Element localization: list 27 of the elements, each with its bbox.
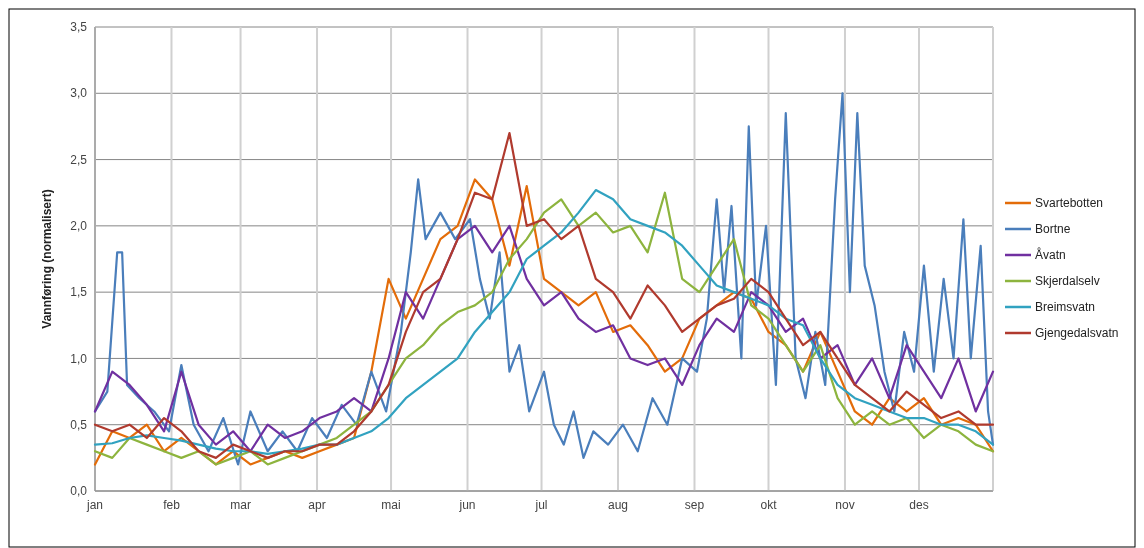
y-tick-label: 0,5 [70, 417, 88, 432]
x-tick-label: aug [608, 498, 629, 512]
legend-label: Breimsvatn [1035, 300, 1096, 315]
y-tick-label: 2,0 [70, 219, 88, 234]
x-tick-label: sep [684, 498, 705, 512]
x-tick-label: jun [458, 498, 476, 512]
legend-label: Bortne [1035, 222, 1071, 237]
x-tick-label: jul [534, 498, 548, 512]
legend-label: Gjengedalsvatn [1035, 326, 1119, 341]
x-tick-label: jan [85, 498, 104, 512]
y-axis-title: Vannføring (normalisert) [40, 189, 54, 329]
legend-label: Svartebotten [1035, 196, 1104, 211]
x-tick-label: des [909, 498, 929, 512]
y-tick-label: 1,0 [70, 351, 88, 366]
x-tick-label: mai [381, 498, 401, 512]
x-tick-label: mar [230, 498, 251, 512]
y-tick-label: 3,0 [70, 86, 88, 101]
y-tick-label: 0,0 [70, 484, 88, 499]
x-tick-label: feb [163, 498, 181, 512]
x-tick-label: okt [760, 498, 778, 512]
legend-label: Skjerdalselv [1035, 274, 1100, 289]
y-tick-label: 1,5 [70, 285, 88, 300]
x-tick-label: nov [835, 498, 855, 512]
y-tick-label: 2,5 [70, 152, 88, 167]
legend-label: Åvatn [1035, 247, 1066, 263]
y-tick-label: 3,5 [70, 20, 88, 35]
x-tick-label: apr [308, 498, 326, 512]
